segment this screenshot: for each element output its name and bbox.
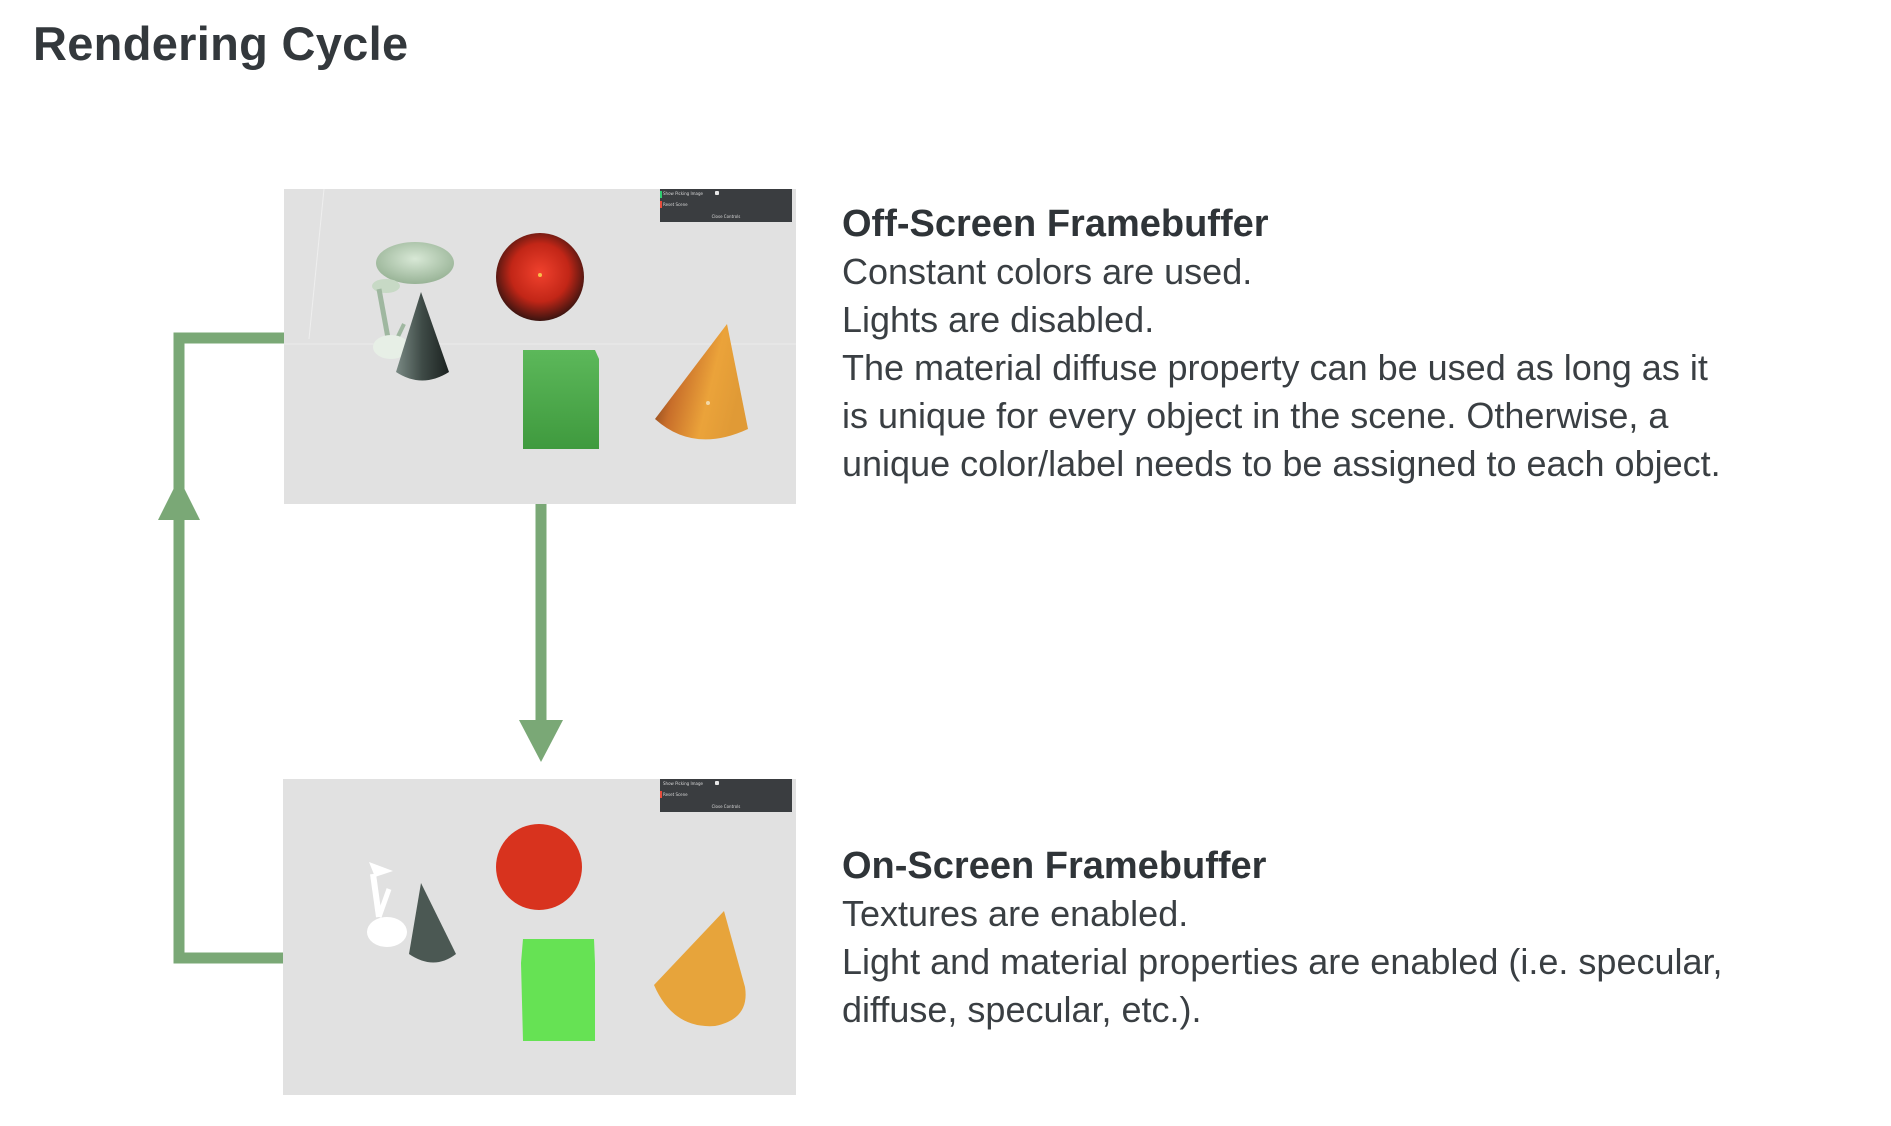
show-picking-label[interactable]: Show Picking Image — [663, 781, 703, 786]
sphere-object — [496, 233, 584, 321]
offscreen-line: The material diffuse property can be use… — [842, 347, 1708, 388]
lamp-object — [372, 242, 454, 359]
cube-object — [521, 939, 595, 1041]
show-picking-checkbox[interactable] — [715, 781, 719, 785]
onscreen-scene — [367, 824, 746, 1041]
close-controls-button[interactable]: Close Controls — [711, 804, 741, 809]
offscreen-line: Constant colors are used. — [842, 251, 1253, 292]
offscreen-heading: Off-Screen Framebuffer — [842, 203, 1269, 245]
onscreen-heading: On-Screen Framebuffer — [842, 845, 1267, 887]
cone-object — [396, 292, 449, 381]
loop-connector — [173, 332, 284, 964]
onscreen-line: Light and material properties are enable… — [842, 941, 1723, 982]
panel-marker — [660, 191, 662, 198]
onscreen-line: Textures are enabled. — [842, 893, 1189, 934]
cube-object — [523, 350, 599, 449]
offscreen-description: Off-Screen Framebuffer Constant colors a… — [842, 200, 1882, 488]
close-controls-button[interactable]: Close Controls — [711, 214, 741, 219]
reset-scene-button[interactable]: Reset Scene — [663, 792, 688, 797]
onscreen-description: On-Screen Framebuffer Textures are enabl… — [842, 842, 1882, 1034]
onscreen-screenshot: Show Picking Image Reset Scene Close Con… — [283, 779, 796, 1095]
offscreen-line: Lights are disabled. — [842, 299, 1155, 340]
panel-marker — [660, 201, 662, 208]
offscreen-scene — [284, 189, 796, 449]
panel-marker — [660, 791, 662, 798]
lamp-object — [367, 862, 407, 947]
show-picking-label[interactable]: Show Picking Image — [663, 191, 703, 196]
controls-panel[interactable]: Show Picking Image Reset Scene Close Con… — [660, 779, 792, 812]
sphere-object — [496, 824, 582, 910]
offscreen-screenshot: Show Picking Image Reset Scene Close Con… — [284, 189, 796, 504]
down-arrowhead — [519, 720, 563, 762]
show-picking-checkbox[interactable] — [715, 191, 719, 195]
page-title: Rendering Cycle — [33, 17, 409, 70]
onscreen-line: diffuse, specular, etc.). — [842, 989, 1202, 1030]
controls-panel[interactable]: Show Picking Image Reset Scene Close Con… — [660, 189, 792, 222]
offscreen-line: is unique for every object in the scene.… — [842, 395, 1669, 436]
reset-scene-button[interactable]: Reset Scene — [663, 202, 688, 207]
cone-object — [409, 883, 456, 963]
orange-cone-object — [654, 911, 746, 1027]
offscreen-line: unique color/label needs to be assigned … — [842, 443, 1721, 484]
orange-cone-object — [655, 324, 748, 440]
up-arrowhead — [158, 478, 200, 520]
